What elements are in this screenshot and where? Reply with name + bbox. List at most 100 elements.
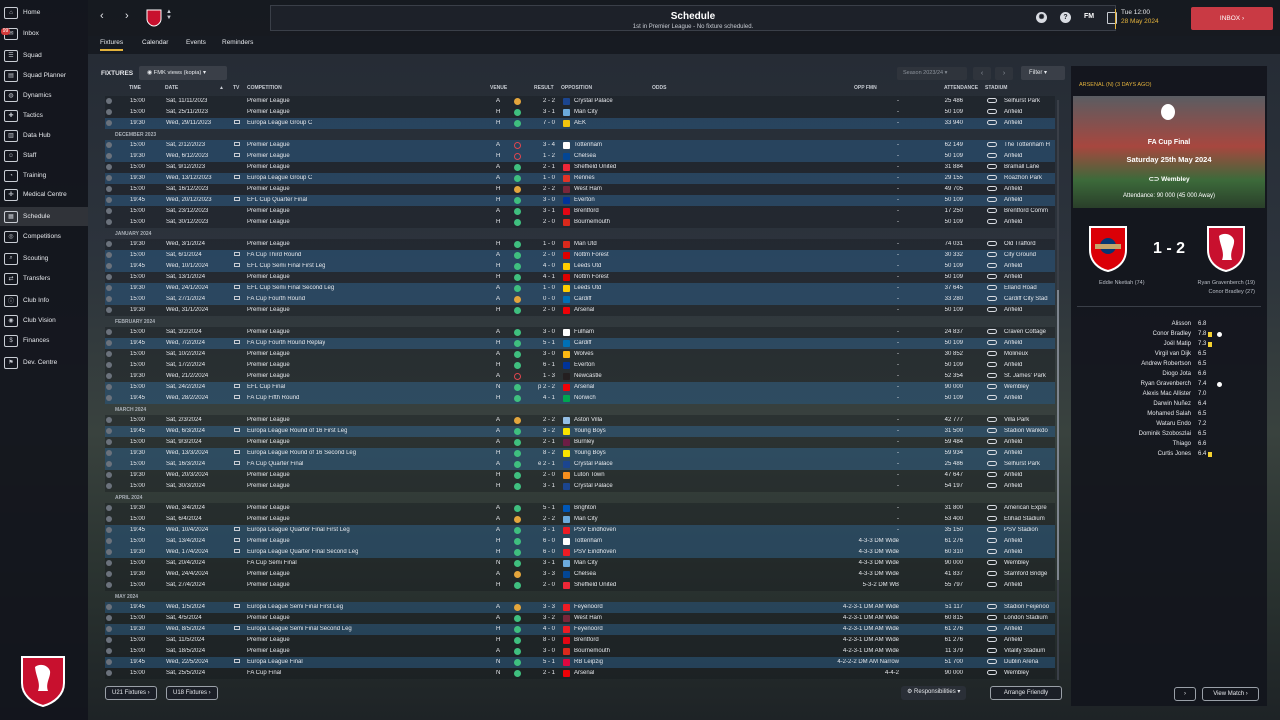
sidebar-item-squad[interactable]: ☰ Squad [0, 46, 88, 65]
player-rating-row[interactable]: Curtis Jones 6.4 [1071, 450, 1267, 460]
table-row[interactable]: 15:00 Sat, 9/12/2023 Premier League A 2 - 1 S… [105, 162, 1055, 173]
table-row[interactable]: 19:45 Wed, 20/12/2023 EFL Cup Quarter Fina… [105, 195, 1055, 206]
table-row[interactable]: 19:30 Wed, 3/4/2024 Premier League A 5 - 1 Br… [105, 503, 1055, 514]
tab-fixtures[interactable]: Fixtures [100, 39, 124, 51]
table-row[interactable]: 15:00 Sat, 11/11/2023 Premier League A 2 - 2… [105, 96, 1055, 107]
table-row[interactable]: 19:30 Wed, 17/4/2024 Europa League Quarter… [105, 547, 1055, 558]
col-stadium[interactable]: STADIUM [985, 85, 1008, 91]
view-match-button[interactable]: View Match › [1202, 687, 1259, 701]
table-row[interactable]: 15:00 Sat, 20/4/2024 FA Cup Semi Final N 3 -… [105, 558, 1055, 569]
scrollbar-thumb[interactable] [1057, 290, 1059, 580]
inbox-continue-button[interactable]: INBOX › [1191, 7, 1273, 30]
table-row[interactable]: 15:00 Sat, 30/12/2023 Premier League H 2 - 0… [105, 217, 1055, 228]
table-row[interactable]: 19:30 Wed, 24/1/2024 EFL Cup Semi Final Se… [105, 283, 1055, 294]
col-tv[interactable]: TV [233, 85, 240, 91]
table-row[interactable]: 19:30 Wed, 13/3/2024 Europa League Round o… [105, 448, 1055, 459]
sidebar-item-dev-centre[interactable]: ⚑ Dev. Centre [0, 353, 88, 372]
table-row[interactable]: 15:00 Sat, 25/11/2023 Premier League H 3 - 1… [105, 107, 1055, 118]
table-row[interactable]: 15:00 Sat, 13/4/2024 Premier League H 6 - 0 T… [105, 536, 1055, 547]
table-row[interactable]: 15:00 Sat, 11/5/2024 Premier League H 8 - 0 B… [105, 635, 1055, 646]
table-row[interactable]: 15:00 Sat, 30/3/2024 Premier League H 3 - 1 C… [105, 481, 1055, 492]
table-row[interactable]: 15:00 Sat, 2/3/2024 Premier League A 2 - 2 As… [105, 415, 1055, 426]
table-row[interactable]: 19:30 Wed, 29/11/2023 Europa League Group … [105, 118, 1055, 129]
table-row[interactable]: 15:00 Sat, 23/12/2023 Premier League A 3 - 1… [105, 206, 1055, 217]
sidebar-item-dynamics[interactable]: ◍ Dynamics [0, 86, 88, 105]
tab-reminders[interactable]: Reminders [222, 39, 254, 46]
season-dropdown[interactable]: Season 2023/24 ▾ [897, 67, 967, 80]
club-badge-icon[interactable] [146, 9, 162, 27]
table-row[interactable]: 15:00 Sat, 6/1/2024 FA Cup Third Round A 2 -… [105, 250, 1055, 261]
col-date[interactable]: DATE [165, 85, 179, 91]
sidebar-item-competitions[interactable]: ◎ Competitions [0, 227, 88, 246]
table-row[interactable]: 15:00 Sat, 4/5/2024 Premier League A 3 - 2 We… [105, 613, 1055, 624]
table-row[interactable]: 19:30 Wed, 6/12/2023 Premier League H 1 - 2 C… [105, 151, 1055, 162]
sidebar-item-squad-planner[interactable]: ▤ Squad Planner [0, 66, 88, 85]
tab-calendar[interactable]: Calendar [142, 39, 169, 46]
sidebar-item-tactics[interactable]: ✚ Tactics [0, 106, 88, 125]
u21-fixtures-button[interactable]: U21 Fixtures › [105, 686, 157, 700]
player-rating-row[interactable]: Ryan Gravenberch 7.4 [1071, 380, 1267, 390]
col-competition[interactable]: COMPETITION [247, 85, 282, 91]
player-rating-row[interactable]: Andrew Robertson 6.5 [1071, 360, 1267, 370]
table-row[interactable]: 19:45 Wed, 10/1/2024 EFL Cup Semi Final Fi… [105, 261, 1055, 272]
col-opposition[interactable]: OPPOSITION [561, 85, 593, 91]
sidebar-item-staff[interactable]: ☺ Staff [0, 146, 88, 165]
u18-fixtures-button[interactable]: U18 Fixtures › [166, 686, 218, 700]
col-attendance[interactable]: ATTENDANCE [944, 85, 979, 91]
prev-page-button[interactable]: ‹ [973, 67, 991, 80]
table-row[interactable]: 19:45 Wed, 28/2/2024 FA Cup Fifth Round H 4 … [105, 393, 1055, 404]
sidebar-item-club-vision[interactable]: ◉ Club Vision [0, 311, 88, 330]
table-row[interactable]: 15:00 Sat, 27/4/2024 Premier League H 2 - 0 S… [105, 580, 1055, 591]
table-row[interactable]: 15:00 Sat, 17/2/2024 Premier League H 6 - 1 E… [105, 360, 1055, 371]
table-row[interactable]: 19:45 Wed, 7/2/2024 FA Cup Fourth Round Re… [105, 338, 1055, 349]
table-row[interactable]: 15:00 Sat, 25/5/2024 FA Cup Final N 2 - 1 Ars… [105, 668, 1055, 679]
table-row[interactable]: 19:30 Wed, 8/5/2024 Europa League Semi Fin… [105, 624, 1055, 635]
player-rating-row[interactable]: Dominik Szoboszlai 6.5 [1071, 430, 1267, 440]
col-result[interactable]: RESULT [534, 85, 554, 91]
col-opp-fmn[interactable]: OPP FMN [854, 85, 877, 91]
col-time[interactable]: TIME [129, 85, 141, 91]
player-rating-row[interactable]: Conor Bradley 7.8 [1071, 330, 1267, 340]
help-icon[interactable]: ? [1060, 12, 1071, 23]
table-row[interactable]: 19:45 Wed, 6/3/2024 Europa League Round of… [105, 426, 1055, 437]
table-row[interactable]: 15:00 Sat, 27/1/2024 FA Cup Fourth Round A 0… [105, 294, 1055, 305]
table-row[interactable]: 15:00 Sat, 3/2/2024 Premier League A 3 - 0 Fu… [105, 327, 1055, 338]
table-row[interactable]: 15:00 Sat, 16/12/2023 Premier League H 2 - 2… [105, 184, 1055, 195]
sidebar-item-data-hub[interactable]: ▥ Data Hub [0, 126, 88, 145]
forward-icon[interactable]: › [125, 10, 129, 22]
sidebar-item-home[interactable]: ⌂ Home [0, 3, 88, 22]
sidebar-item-inbox[interactable]: ✉ Inbox 99 [0, 24, 88, 43]
player-rating-row[interactable]: Mohamed Salah 6.5 [1071, 410, 1267, 420]
col-odds[interactable]: ODDS [652, 85, 667, 91]
table-row[interactable]: 19:30 Wed, 21/2/2024 Premier League A 1 - 3 N… [105, 371, 1055, 382]
globe-icon[interactable]: ✺ [1036, 12, 1047, 23]
club-switch-icon[interactable]: ▲ ▼ [166, 9, 172, 21]
table-row[interactable]: 19:45 Wed, 10/4/2024 Europa League Quarter… [105, 525, 1055, 536]
tab-events[interactable]: Events [186, 39, 206, 46]
col-venue[interactable]: VENUE [490, 85, 508, 91]
sidebar-item-finances[interactable]: $ Finances [0, 331, 88, 350]
table-row[interactable]: 19:45 Wed, 22/5/2024 Europa League Final N 5… [105, 657, 1055, 668]
table-row[interactable]: 19:30 Wed, 20/3/2024 Premier League H 2 - 0 L… [105, 470, 1055, 481]
filter-button[interactable]: Filter ▾ [1021, 66, 1065, 80]
sidebar-item-training[interactable]: ◔ Training [0, 166, 88, 185]
table-row[interactable]: 15:00 Sat, 18/5/2024 Premier League A 3 - 0 B… [105, 646, 1055, 657]
fm-menu-button[interactable]: FM [1084, 13, 1095, 20]
next-match-button[interactable]: › [1174, 687, 1196, 701]
responsibilities-button[interactable]: ⚙ Responsibilities ▾ [901, 686, 967, 700]
table-row[interactable]: 19:30 Wed, 3/1/2024 Premier League H 1 - 0 Ma… [105, 239, 1055, 250]
sidebar-item-transfers[interactable]: ⇄ Transfers [0, 269, 88, 288]
sidebar-item-scouting[interactable]: ⌕ Scouting [0, 249, 88, 268]
table-row[interactable]: 15:00 Sat, 10/2/2024 Premier League A 3 - 0 W… [105, 349, 1055, 360]
fixtures-scrollbar[interactable] [1057, 100, 1059, 680]
table-row[interactable]: 15:00 Sat, 16/3/2024 FA Cup Quarter Final A… [105, 459, 1055, 470]
table-row[interactable]: 15:00 Sat, 13/1/2024 Premier League H 4 - 1 N… [105, 272, 1055, 283]
player-rating-row[interactable]: Alisson 6.8 [1071, 320, 1267, 330]
sidebar-item-medical-centre[interactable]: ✙ Medical Centre [0, 185, 88, 204]
table-row[interactable]: 19:30 Wed, 31/1/2024 Premier League H 2 - 0 A… [105, 305, 1055, 316]
table-row[interactable]: 19:30 Wed, 13/12/2023 Europa League Group … [105, 173, 1055, 184]
player-rating-row[interactable]: Virgil van Dijk 6.5 [1071, 350, 1267, 360]
table-row[interactable]: 19:45 Wed, 1/5/2024 Europa League Semi Fin… [105, 602, 1055, 613]
player-rating-row[interactable]: Alexis Mac Allister 7.0 [1071, 390, 1267, 400]
